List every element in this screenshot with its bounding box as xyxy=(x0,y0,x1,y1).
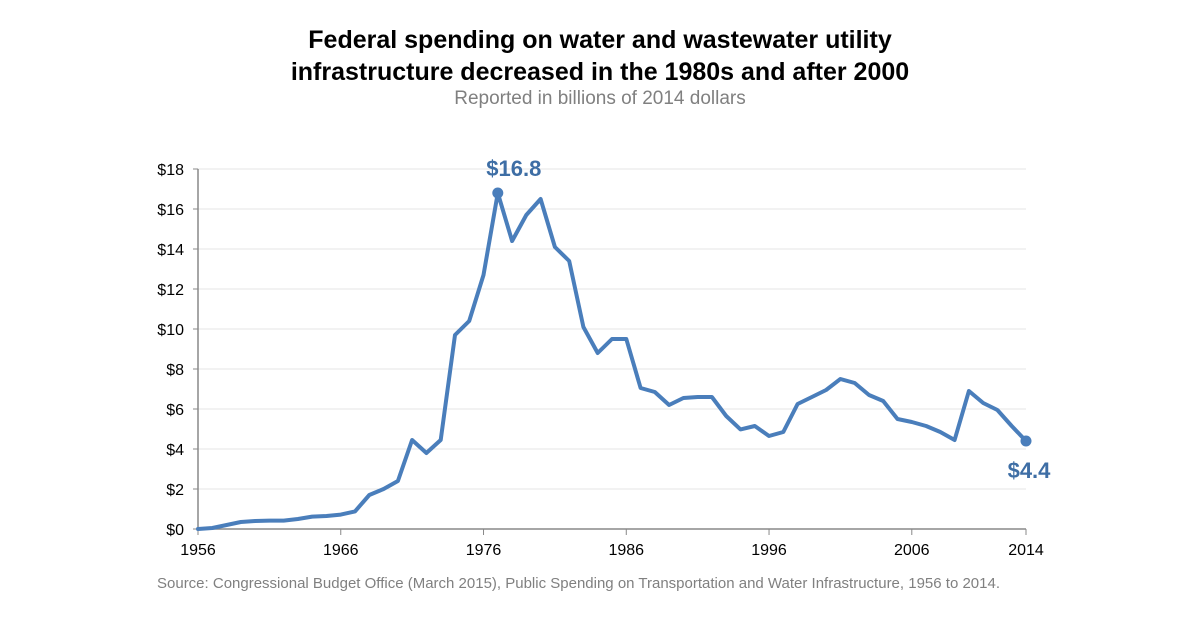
y-tick-label: $16 xyxy=(157,202,184,219)
y-tick-label: $0 xyxy=(166,522,184,539)
y-tick-label: $4 xyxy=(166,442,184,459)
y-tick-label: $10 xyxy=(157,322,184,339)
chart-title-line-2: infrastructure decreased in the 1980s an… xyxy=(290,58,910,86)
x-tick-label: 1956 xyxy=(180,542,216,559)
chart-subtitle: Reported in billions of 2014 dollars xyxy=(454,88,746,109)
chart-title-line-1: Federal spending on water and wastewater… xyxy=(308,26,892,54)
x-tick-label: 1966 xyxy=(323,542,359,559)
y-tick-label: $12 xyxy=(157,282,184,299)
x-tick-label: 1996 xyxy=(751,542,787,559)
annotation-label: $16.8 xyxy=(486,156,541,181)
annotation-label: $4.4 xyxy=(1008,458,1052,483)
y-tick-label: $14 xyxy=(157,242,184,259)
y-tick-label: $18 xyxy=(157,162,184,179)
annotation-marker xyxy=(492,187,504,199)
series-line xyxy=(196,191,1028,531)
source-note: Source: Congressional Budget Office (Mar… xyxy=(157,575,1000,592)
y-tick-label: $6 xyxy=(166,402,184,419)
x-tick-label: 1986 xyxy=(608,542,644,559)
x-tick-label: 1976 xyxy=(466,542,502,559)
annotation-marker xyxy=(1020,435,1032,447)
x-tick-label: 2006 xyxy=(894,542,930,559)
chart-title: Federal spending on water and wastewater… xyxy=(0,24,1200,88)
y-tick-label: $2 xyxy=(166,482,184,499)
y-tick-label: $8 xyxy=(166,362,184,379)
x-tick-label: 2014 xyxy=(1008,542,1044,559)
